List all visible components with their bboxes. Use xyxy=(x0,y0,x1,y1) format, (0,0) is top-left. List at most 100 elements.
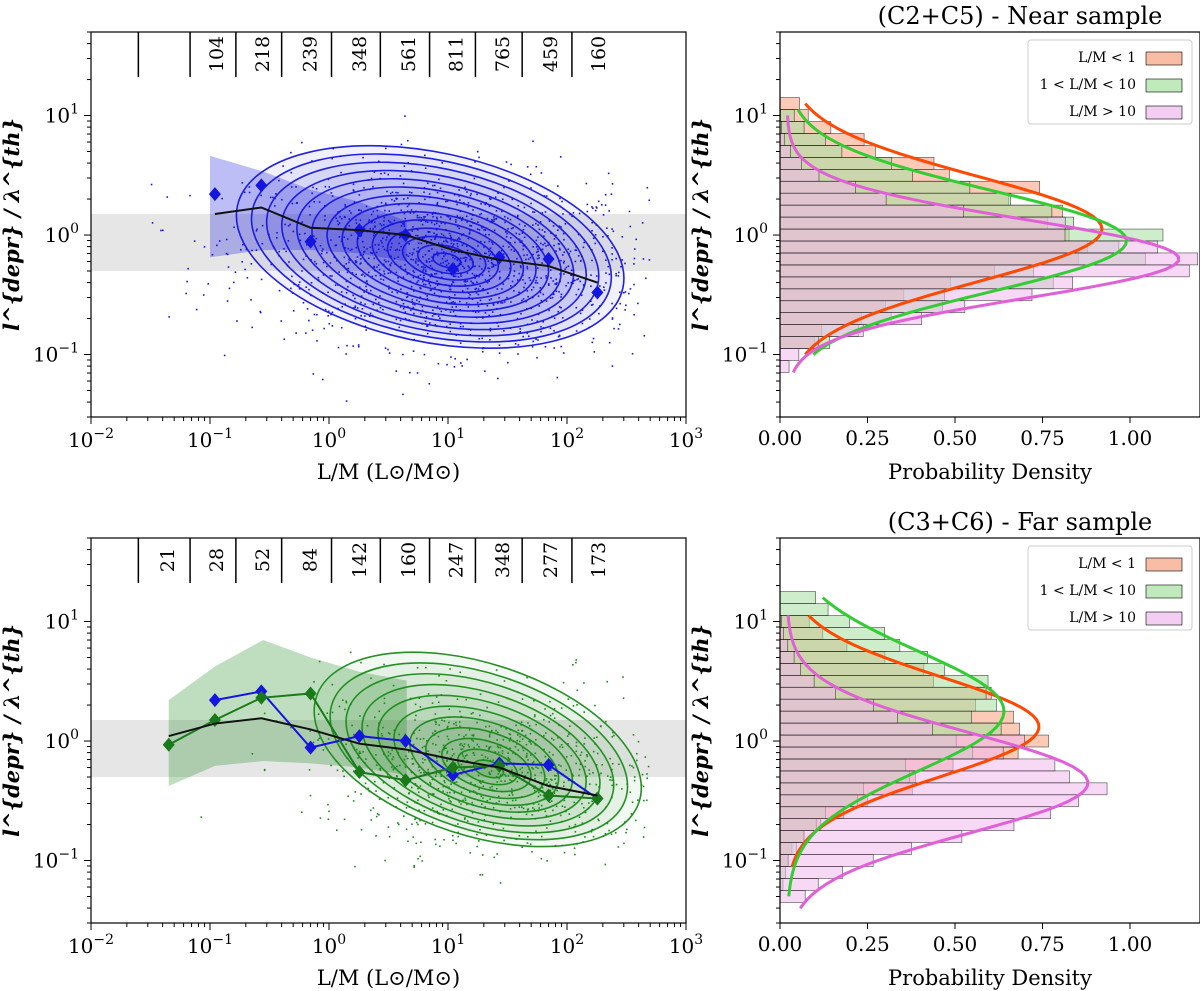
scatter-point xyxy=(484,266,487,269)
scatter-point xyxy=(521,746,524,749)
scatter-point xyxy=(245,248,248,251)
scatter-point xyxy=(406,139,409,142)
scatter-point xyxy=(575,330,578,332)
scatter-point xyxy=(473,784,475,787)
scatter-point xyxy=(436,220,438,222)
scatter-point xyxy=(519,241,521,244)
scatter-point xyxy=(631,801,634,804)
scatter-point xyxy=(404,264,406,266)
scatter-point xyxy=(384,209,386,212)
scatter-point xyxy=(466,272,469,274)
scatter-point xyxy=(298,281,301,283)
scatter-point xyxy=(374,221,376,224)
scatter-point xyxy=(291,202,294,205)
scatter-point xyxy=(478,781,481,783)
scatter-point xyxy=(260,194,262,197)
scatter-point xyxy=(475,292,478,294)
scatter-point xyxy=(548,283,550,285)
scatter-point xyxy=(412,276,415,279)
scatter-point xyxy=(536,831,538,834)
scatter-point xyxy=(464,755,467,757)
scatter-point xyxy=(370,819,373,821)
scatter-point xyxy=(517,749,520,751)
x-axis: 10−2 10−1 100 101 102 103 xyxy=(68,417,703,452)
hist-bar xyxy=(780,758,1056,772)
scatter-point xyxy=(380,201,383,204)
scatter-point xyxy=(261,242,264,245)
data-point-diamond xyxy=(399,773,412,788)
scatter-point xyxy=(402,198,405,200)
scatter-point xyxy=(570,754,573,757)
scatter-point xyxy=(560,707,563,709)
scatter-point xyxy=(534,789,536,792)
scatter-point xyxy=(435,272,438,275)
scatter-point xyxy=(540,762,542,764)
scatter-point xyxy=(489,253,492,255)
scatter-point xyxy=(496,739,498,741)
scatter-point xyxy=(413,212,415,214)
scatter-point xyxy=(508,732,511,735)
scatter-point xyxy=(528,335,530,337)
scatter-point xyxy=(584,765,587,768)
scatter-point xyxy=(575,762,577,765)
scatter-point xyxy=(537,767,539,770)
kde-curve xyxy=(786,615,1090,910)
x-tick-label: 101 xyxy=(431,932,465,958)
scatter-point xyxy=(360,262,362,264)
scatter-point xyxy=(461,748,464,750)
scatter-point xyxy=(398,764,401,767)
scatter-point xyxy=(445,269,448,272)
scatter-point xyxy=(519,735,521,738)
scatter-point xyxy=(539,289,542,292)
scatter-point xyxy=(406,273,409,275)
scatter-point xyxy=(363,246,365,249)
scatter-point xyxy=(374,780,376,783)
scatter-point xyxy=(318,201,321,203)
scatter-point xyxy=(425,234,427,237)
scatter-point xyxy=(416,281,418,284)
legend-swatch xyxy=(1145,51,1183,66)
scatter-point xyxy=(540,783,543,786)
scatter-point xyxy=(540,330,542,333)
scatter-point xyxy=(519,768,521,771)
scatter-point xyxy=(617,271,620,274)
scatter-point xyxy=(574,260,577,263)
scatter-point xyxy=(330,764,332,767)
scatter-point xyxy=(526,809,529,811)
scatter-point xyxy=(223,354,226,357)
scatter-point xyxy=(529,754,532,756)
scatter-point xyxy=(598,285,601,287)
scatter-point xyxy=(648,259,651,261)
scatter-point xyxy=(553,707,556,710)
scatter-point xyxy=(376,309,379,312)
scatter-point xyxy=(259,311,262,314)
scatter-point xyxy=(352,183,355,186)
scatter-point xyxy=(517,729,520,732)
scatter-point xyxy=(408,792,410,795)
scatter-point xyxy=(496,322,498,324)
scatter-point xyxy=(565,756,568,758)
scatter-point xyxy=(516,743,518,745)
scatter-point xyxy=(610,193,613,195)
scatter-point xyxy=(558,225,561,227)
scatter-point xyxy=(572,282,574,285)
scatter-point xyxy=(438,813,441,815)
scatter-point xyxy=(445,325,448,328)
scatter-point xyxy=(487,250,490,253)
scatter-point xyxy=(466,280,469,282)
scatter-point xyxy=(458,237,460,239)
scatter-point xyxy=(380,172,382,175)
scatter-point xyxy=(553,238,556,240)
plot-area xyxy=(91,115,686,402)
legend-label: 1 < L/M < 10 xyxy=(1040,77,1136,93)
scatter-point xyxy=(516,780,519,783)
scatter-point xyxy=(443,251,445,253)
scatter-point xyxy=(427,693,430,695)
scatter-point xyxy=(507,361,509,364)
scatter-point xyxy=(427,278,430,281)
scatter-point xyxy=(646,186,649,189)
scatter-point xyxy=(629,288,632,290)
scatter-point xyxy=(463,202,465,204)
scatter-point xyxy=(410,169,413,172)
